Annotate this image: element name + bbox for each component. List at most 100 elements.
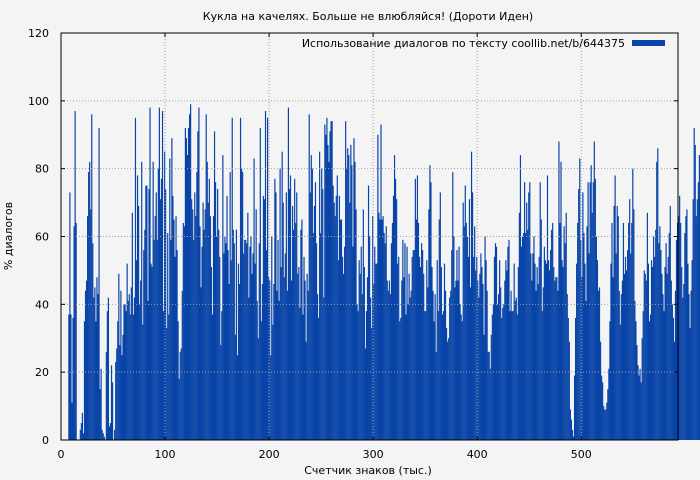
- data-bar: [614, 175, 616, 440]
- data-bar: [656, 161, 658, 440]
- data-bar: [597, 290, 600, 440]
- data-bar: [216, 236, 218, 440]
- data-bar: [379, 219, 381, 440]
- data-bar: [688, 294, 690, 440]
- data-bar: [151, 267, 153, 440]
- data-bar: [166, 328, 168, 440]
- data-bar: [136, 175, 139, 440]
- data-bar: [551, 229, 553, 440]
- data-bar: [234, 334, 236, 440]
- data-bar: [258, 243, 260, 440]
- data-bar: [542, 287, 544, 441]
- data-bar: [178, 378, 180, 440]
- data-bar: [605, 409, 607, 440]
- data-bar: [131, 212, 133, 440]
- data-bar: [309, 192, 311, 440]
- data-bar: [288, 189, 291, 440]
- data-bar: [634, 300, 636, 440]
- data-bar: [524, 182, 526, 441]
- data-bar: [525, 233, 527, 440]
- data-bar: [99, 389, 101, 441]
- data-bar: [416, 175, 419, 440]
- data-bar: [615, 253, 617, 440]
- data-bar: [513, 263, 515, 440]
- data-bar: [594, 178, 596, 440]
- data-bar: [541, 311, 543, 440]
- data-bar: [124, 304, 126, 440]
- data-bar: [417, 222, 420, 440]
- data-bar: [291, 205, 294, 440]
- data-bar: [515, 297, 517, 440]
- data-bar: [686, 209, 688, 440]
- data-bar: [694, 144, 696, 440]
- data-bar: [530, 253, 532, 440]
- data-bar: [141, 161, 143, 440]
- data-bar: [102, 433, 104, 440]
- data-bar: [313, 205, 316, 440]
- y-tick-label: 40: [35, 298, 49, 311]
- data-bar: [207, 202, 209, 440]
- data-bar: [142, 324, 144, 440]
- data-bar: [180, 348, 182, 440]
- data-bar: [486, 290, 488, 440]
- data-bar: [481, 267, 483, 440]
- data-bar: [263, 199, 266, 440]
- data-bar: [272, 324, 274, 440]
- data-bar: [681, 267, 683, 440]
- data-bar: [315, 243, 318, 440]
- data-bar: [463, 226, 465, 440]
- data-bar: [496, 304, 499, 440]
- data-bar: [366, 277, 369, 440]
- data-bar: [501, 317, 503, 440]
- data-bar: [188, 114, 191, 441]
- data-bar: [357, 311, 359, 440]
- data-bar: [625, 270, 628, 440]
- data-bar: [233, 243, 235, 440]
- data-bar: [545, 263, 548, 440]
- data-bar: [118, 273, 120, 440]
- data-bar: [307, 290, 309, 440]
- data-bar: [406, 246, 408, 440]
- data-bar: [344, 246, 346, 440]
- data-bar: [643, 270, 645, 440]
- data-bar: [280, 267, 282, 440]
- data-bar: [450, 290, 452, 440]
- data-bar: [231, 117, 233, 440]
- data-bar: [629, 199, 631, 440]
- data-bar: [627, 250, 629, 440]
- data-bar: [323, 297, 325, 440]
- data-bar: [673, 341, 676, 440]
- data-bar: [516, 314, 518, 440]
- data-bar: [521, 236, 524, 440]
- data-bar: [387, 290, 389, 440]
- data-bar: [318, 317, 320, 440]
- x-tick-label: 300: [363, 448, 384, 461]
- data-bar: [679, 195, 681, 440]
- data-bar: [182, 222, 184, 440]
- data-bar: [574, 317, 577, 440]
- data-bar: [254, 263, 256, 440]
- data-bar: [368, 236, 371, 440]
- data-bar: [174, 256, 176, 440]
- data-bar: [671, 304, 673, 440]
- data-bar: [591, 212, 593, 440]
- data-bar: [332, 185, 334, 441]
- data-bar: [277, 239, 279, 440]
- data-bar: [181, 290, 183, 440]
- data-bar: [479, 273, 481, 440]
- data-bar: [562, 267, 564, 440]
- data-bar: [171, 138, 173, 440]
- data-bar: [484, 236, 486, 440]
- data-bar: [487, 351, 489, 440]
- data-bar: [555, 277, 557, 440]
- data-bar: [148, 189, 150, 440]
- data-bar: [358, 260, 360, 440]
- data-bar: [221, 311, 223, 440]
- data-bar: [407, 304, 409, 440]
- data-bar: [596, 260, 599, 440]
- data-bar: [473, 256, 475, 440]
- data-bar: [230, 260, 232, 440]
- data-bar: [194, 192, 196, 440]
- data-bar: [110, 365, 113, 440]
- y-tick-label: 100: [28, 95, 49, 108]
